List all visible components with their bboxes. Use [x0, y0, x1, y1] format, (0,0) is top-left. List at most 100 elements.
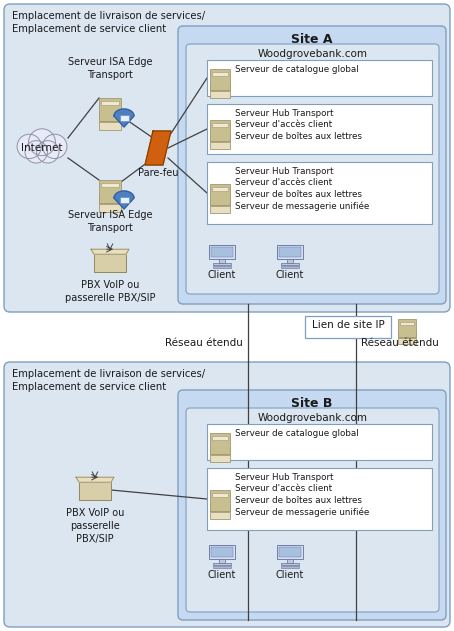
FancyBboxPatch shape — [186, 408, 439, 612]
Bar — [99, 113, 121, 121]
Bar — [277, 545, 303, 559]
Bar — [207, 424, 432, 460]
Bar — [219, 559, 225, 563]
Bar — [212, 187, 228, 191]
FancyBboxPatch shape — [178, 26, 446, 304]
Circle shape — [29, 129, 55, 156]
Polygon shape — [145, 131, 171, 165]
Bar — [210, 142, 230, 150]
Text: Site A: Site A — [291, 33, 333, 46]
Bar — [209, 545, 235, 559]
Polygon shape — [114, 109, 134, 127]
Bar — [207, 468, 432, 530]
Bar — [279, 247, 301, 257]
Text: Lien de site IP: Lien de site IP — [311, 320, 385, 330]
Bar — [211, 247, 233, 257]
Bar — [99, 180, 121, 203]
Bar — [287, 259, 293, 262]
Text: Client: Client — [276, 570, 304, 580]
Bar — [210, 455, 230, 463]
Bar — [99, 98, 121, 121]
Text: Client: Client — [276, 270, 304, 280]
Text: Client: Client — [208, 270, 236, 280]
FancyBboxPatch shape — [4, 4, 450, 312]
Text: Client: Client — [208, 570, 236, 580]
Bar — [281, 563, 299, 565]
Text: Internet: Internet — [21, 143, 63, 153]
Bar — [281, 262, 299, 265]
Text: Woodgrovebank.com: Woodgrovebank.com — [257, 49, 367, 59]
Text: Serveur Hub Transport
Serveur d'accès client
Serveur de boîtes aux lettres: Serveur Hub Transport Serveur d'accès cl… — [235, 109, 362, 141]
Bar — [400, 322, 414, 326]
Polygon shape — [76, 477, 114, 482]
Bar — [210, 447, 230, 454]
Bar — [101, 101, 119, 105]
Bar — [213, 563, 231, 565]
Bar — [212, 123, 228, 127]
Bar — [210, 69, 230, 90]
Bar — [281, 565, 299, 568]
Bar — [119, 115, 128, 121]
Bar — [398, 319, 416, 338]
Bar — [210, 512, 230, 519]
Text: Serveur ISA Edge
Transport: Serveur ISA Edge Transport — [68, 57, 152, 80]
Circle shape — [25, 141, 47, 163]
Bar — [213, 266, 231, 268]
Text: Serveur Hub Transport
Serveur d'accès client
Serveur de boîtes aux lettres
Serve: Serveur Hub Transport Serveur d'accès cl… — [235, 473, 369, 517]
FancyBboxPatch shape — [186, 44, 439, 294]
Bar — [99, 204, 121, 212]
Polygon shape — [91, 249, 129, 254]
Bar — [210, 433, 230, 454]
Bar — [210, 198, 230, 205]
Bar — [207, 60, 432, 96]
Bar — [119, 197, 128, 203]
Bar — [211, 547, 233, 557]
Bar — [210, 504, 230, 511]
Text: Emplacement de livraison de services/
Emplacement de service client: Emplacement de livraison de services/ Em… — [12, 11, 205, 34]
FancyBboxPatch shape — [4, 362, 450, 627]
Bar — [210, 134, 230, 141]
Bar — [281, 266, 299, 268]
Circle shape — [43, 134, 67, 158]
Text: Serveur de catalogue global: Serveur de catalogue global — [235, 65, 359, 74]
Text: Serveur Hub Transport
Serveur d'accès client
Serveur de boîtes aux lettres
Serve: Serveur Hub Transport Serveur d'accès cl… — [235, 167, 369, 211]
Bar — [212, 436, 228, 440]
Bar — [219, 259, 225, 262]
Bar — [79, 482, 111, 500]
Bar — [210, 184, 230, 205]
Bar — [287, 559, 293, 563]
Bar — [213, 262, 231, 265]
Bar — [209, 245, 235, 259]
Text: Serveur ISA Edge
Transport: Serveur ISA Edge Transport — [68, 210, 152, 233]
Circle shape — [37, 141, 59, 163]
Text: PBX VoIP ou
passerelle
PBX/SIP: PBX VoIP ou passerelle PBX/SIP — [66, 508, 124, 543]
Bar — [210, 206, 230, 213]
Bar — [212, 72, 228, 76]
Bar — [210, 91, 230, 98]
Bar — [398, 338, 416, 345]
Text: Woodgrovebank.com: Woodgrovebank.com — [257, 413, 367, 423]
Bar — [210, 490, 230, 511]
Bar — [99, 122, 121, 130]
FancyBboxPatch shape — [178, 390, 446, 620]
Bar — [94, 254, 126, 273]
Bar — [101, 183, 119, 187]
Polygon shape — [114, 191, 134, 209]
Text: Site B: Site B — [291, 397, 333, 410]
Bar — [99, 195, 121, 203]
Text: PBX VoIP ou
passerelle PBX/SIP: PBX VoIP ou passerelle PBX/SIP — [65, 280, 155, 303]
Bar — [212, 493, 228, 497]
Bar — [213, 565, 231, 568]
Bar — [398, 331, 416, 338]
Bar — [210, 83, 230, 90]
Bar — [207, 162, 432, 224]
Bar — [277, 245, 303, 259]
Text: Réseau étendu: Réseau étendu — [361, 338, 439, 348]
Bar — [207, 104, 432, 154]
Circle shape — [17, 134, 41, 158]
Bar — [210, 120, 230, 141]
Bar — [305, 316, 391, 338]
Text: Réseau étendu: Réseau étendu — [165, 338, 243, 348]
Bar — [279, 547, 301, 557]
Text: Serveur de catalogue global: Serveur de catalogue global — [235, 429, 359, 438]
